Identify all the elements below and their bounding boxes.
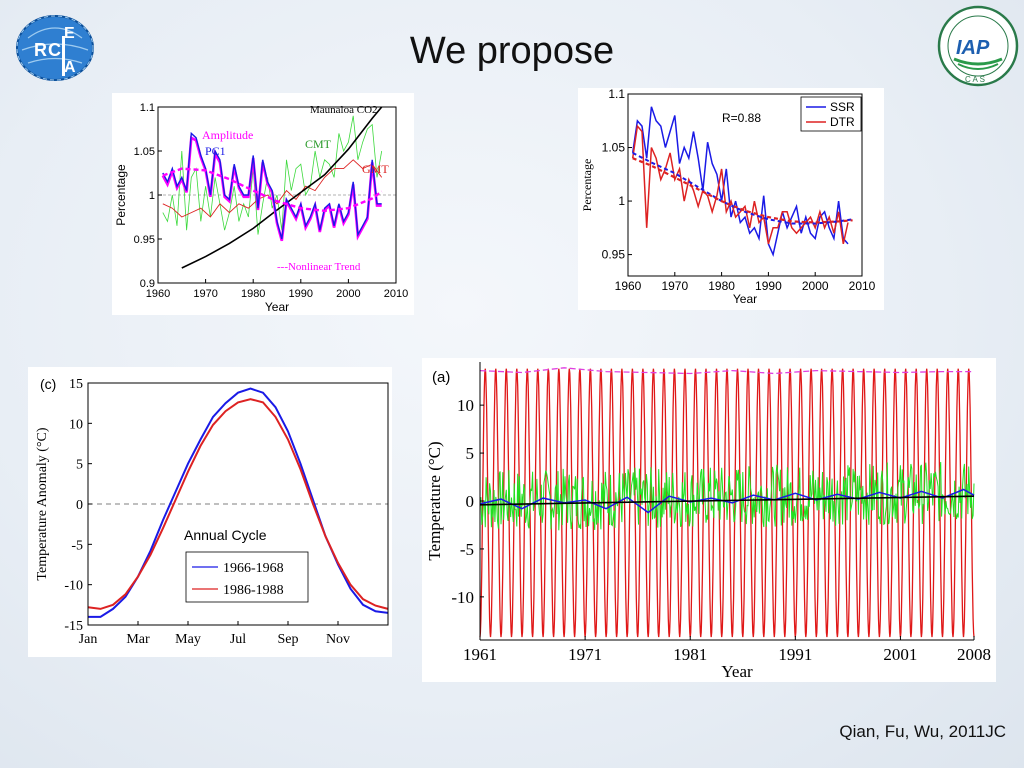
chart1-panel: 1960 1970 1980 1990 2000 2010 0.9 0.95 1 1.05 1.1 Y… (112, 93, 414, 315)
chart4-y-tick-label: 10 (457, 396, 474, 415)
chart4-panel: 10 5 0 -5 -10 1961 1971 1981 1991 2001 2008 Year Tem… (422, 358, 996, 682)
chart3-panel: 15 10 5 0 -5 -10 -15 Jan Mar May Jul Sep Nov Temperat… (28, 367, 392, 657)
chart4-svg: 10 5 0 -5 -10 1961 1971 1981 1991 2001 2008 Year Tem… (425, 362, 991, 681)
chart1-label-gmt: GMT (362, 162, 389, 176)
chart4-series-seasonal (479, 368, 975, 638)
chart3-y-tick-label: -5 (71, 538, 83, 553)
logo-letter-r: R (34, 40, 47, 60)
chart1-y-axis-label: Percentage (114, 164, 128, 226)
chart2-series-ssr (631, 106, 849, 258)
chart1-x-axis-label: Year (265, 300, 289, 314)
chart2-annotation: R=0.88 (722, 111, 761, 125)
chart4-y-tick-label: -10 (451, 588, 474, 607)
chart2-y-tick-label: 1.05 (602, 141, 626, 155)
chart1-x-tick-label: 1990 (289, 288, 313, 300)
logo-letter-a: A (64, 59, 76, 76)
chart2-svg: 1960 1970 1980 1990 2000 2010 0.95 1 1.05 1.1 Year… (580, 88, 876, 306)
chart2-panel: 1960 1970 1980 1990 2000 2010 0.95 1 1.05 1.1 Year… (578, 88, 884, 310)
chart1-label-trend: ---Nonlinear Trend (277, 261, 361, 273)
chart2-y-axis-label: Percentage (580, 159, 594, 212)
chart3-x-tick-label: Jan (79, 632, 98, 647)
chart2-x-tick-label: 1980 (708, 279, 735, 293)
chart3-x-tick-label: Nov (326, 632, 350, 647)
chart1-x-tick-label: 1960 (146, 288, 170, 300)
chart4-y-tick-label: 0 (466, 492, 475, 511)
chart2-y-tick-label: 1 (618, 194, 625, 208)
chart4-panel-label: (a) (432, 369, 450, 386)
chart4-series-trend (479, 495, 975, 506)
chart4-y-tick-label: -5 (460, 540, 474, 559)
chart1-x-tick-label: 1970 (193, 288, 217, 300)
chart1-y-tick-label: 0.95 (134, 234, 155, 246)
chart3-panel-label: (c) (40, 376, 56, 392)
chart2-x-tick-label: 1970 (661, 279, 688, 293)
chart3-legend-box (185, 551, 309, 603)
chart1-label-pc1: PC1 (205, 144, 226, 158)
chart1-x-tick-label: 1980 (241, 288, 265, 300)
chart2-y-tick-label: 0.95 (602, 248, 626, 262)
logo-letter-c: C (48, 40, 61, 60)
chart4-x-tick-label: 1971 (568, 645, 602, 664)
chart2-x-axis-label: Year (733, 292, 757, 306)
chart3-annotation: Annual Cycle (184, 527, 267, 543)
chart3-legend-label: 1966-1968 (223, 561, 284, 576)
chart2-series-dtr (631, 124, 849, 245)
chart3-legend-label: 1986-1988 (223, 583, 284, 598)
chart1-y-tick-label: 1.1 (140, 102, 155, 114)
chart1-y-tick-label: 0.9 (140, 278, 155, 290)
chart3-series-1986-1988 (87, 398, 389, 610)
iap-cas-logo: IAP C A S (936, 4, 1020, 88)
chart3-y-tick-label: 5 (76, 458, 83, 473)
chart4-x-tick-label: 1981 (673, 645, 707, 664)
chart1-series-pc1 (162, 131, 382, 240)
chart1-x-tick-label: 2010 (384, 288, 408, 300)
chart2-plot-frame (627, 93, 863, 277)
chart4-x-tick-label: 1961 (463, 645, 497, 664)
logo-iap-text: IAP (956, 37, 990, 59)
chart4-y-axis-label: Temperature (°C) (425, 441, 444, 560)
chart1-label-cmt: CMT (305, 137, 332, 151)
chart3-y-tick-label: -15 (64, 619, 83, 634)
logo-letter-e: E (64, 25, 75, 42)
chart1-y-tick-label: 1 (149, 190, 155, 202)
chart1-series-maunaloa (181, 106, 383, 269)
chart4-x-axis-label: Year (721, 662, 753, 681)
chart2-x-tick-label: 1990 (755, 279, 782, 293)
chart1-y-tick-label: 1.05 (134, 146, 155, 158)
chart4-x-tick-label: 2008 (957, 645, 991, 664)
chart3-x-tick-label: May (175, 632, 201, 647)
chart2-y-tick-label: 1.1 (608, 88, 625, 101)
chart1-label-amplitude: Amplitude (202, 128, 253, 142)
chart2-legend-label-dtr: DTR (830, 115, 855, 129)
chart1-series-trend (162, 167, 383, 213)
chart2-x-tick-label: 1960 (615, 279, 642, 293)
chart3-x-tick-label: Jul (230, 632, 246, 647)
chart3-y-axis-label: Temperature Anomaly (°C) (35, 427, 50, 580)
chart1-label-maunaloa: Maunaloa CO2 (310, 104, 378, 116)
chart4-series-anomaly (479, 461, 975, 531)
chart3-y-tick-label: -10 (64, 579, 83, 594)
chart2-x-tick-label: 2000 (802, 279, 829, 293)
chart4-series-envelope (479, 367, 974, 375)
chart1-svg: 1960 1970 1980 1990 2000 2010 0.9 0.95 1 1.05 1.1 Y… (114, 102, 408, 314)
chart2-legend-label-ssr: SSR (830, 100, 855, 114)
chart2-series-dtr-trend (632, 157, 853, 224)
rcea-logo: R C E A (8, 8, 102, 84)
chart3-x-tick-label: Sep (278, 632, 299, 647)
chart3-x-tick-label: Mar (126, 632, 150, 647)
chart3-y-tick-label: 15 (69, 377, 83, 392)
citation: Qian, Fu, Wu, 2011JC (839, 722, 1006, 741)
chart2-x-tick-label: 2010 (849, 279, 876, 293)
slide-title: We propose (409, 30, 615, 72)
chart3-y-tick-label: 10 (69, 417, 83, 432)
chart4-x-tick-label: 2001 (883, 645, 917, 664)
chart4-x-tick-label: 1991 (778, 645, 812, 664)
chart1-series-cmt (162, 115, 383, 235)
logo-cas-text: C A S (965, 75, 985, 84)
chart1-x-tick-label: 2000 (336, 288, 360, 300)
chart4-y-tick-label: 5 (466, 444, 475, 463)
chart3-y-tick-label: 0 (76, 498, 83, 513)
chart2-legend-box (800, 96, 862, 132)
